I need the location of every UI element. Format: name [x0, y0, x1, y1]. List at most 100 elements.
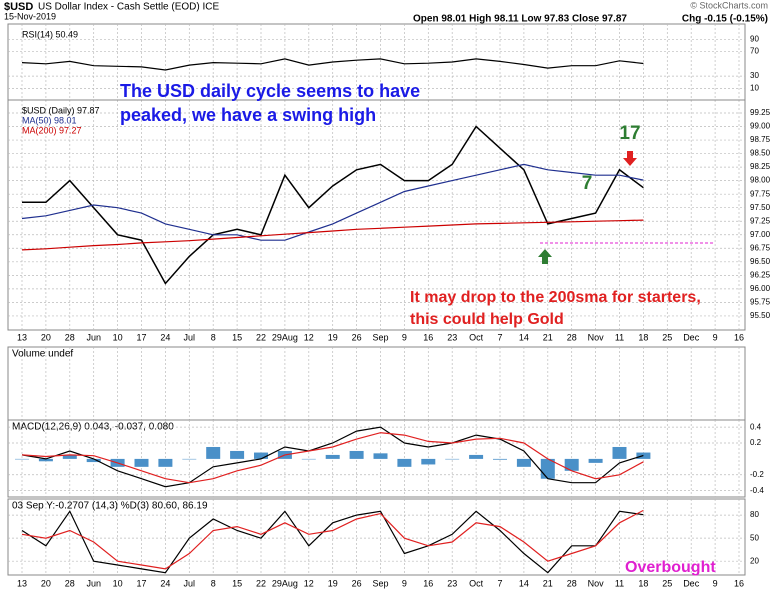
x-tick-label: 11: [615, 332, 624, 342]
x-tick-label: Jun: [86, 578, 101, 588]
x-tick-label: 20: [41, 578, 51, 588]
x-tick-label: 7: [497, 578, 502, 588]
change: Chg -0.15 (-0.15%): [682, 14, 768, 25]
x-tick-label: 9: [402, 332, 407, 342]
histogram-bar: [421, 458, 436, 465]
x-tick-label: Sep: [372, 332, 388, 342]
histogram-bar: [588, 458, 603, 463]
histogram-bar: [158, 458, 173, 467]
y-tick-label: 0.4: [750, 422, 762, 431]
x-tick-label: 8: [211, 332, 216, 342]
x-tick-label: 18: [638, 578, 648, 588]
x-tick-label: 12: [304, 578, 314, 588]
x-tick-label: 19: [328, 332, 338, 342]
annotation: this could help Gold: [410, 311, 564, 328]
histogram-bar: [38, 458, 53, 462]
histogram-bar: [397, 458, 412, 467]
y-tick-label: 96.25: [750, 270, 770, 279]
x-tick-label: Jul: [184, 332, 196, 342]
y-tick-label: 0.2: [750, 438, 762, 447]
series-line: [21, 432, 644, 484]
x-tick-label: Oct: [469, 578, 484, 588]
annotation: peaked, we have a swing high: [120, 105, 376, 125]
x-tick-label: 9: [713, 332, 718, 342]
y-tick-label: 98.75: [750, 135, 770, 144]
x-tick-label: 28: [567, 578, 577, 588]
y-tick-label: 98.25: [750, 162, 770, 171]
x-tick-label: 9: [402, 578, 407, 588]
y-tick-label: 96.75: [750, 243, 770, 252]
legend-entry: $USD (Daily) 97.87: [22, 105, 100, 115]
series-line: [21, 509, 644, 570]
y-tick-label: 95.50: [750, 311, 770, 320]
histogram-bar: [516, 458, 531, 467]
x-tick-label: Jun: [86, 332, 101, 342]
annotation: It may drop to the 200sma for starters,: [410, 289, 701, 306]
x-tick-label: 12: [304, 332, 314, 342]
x-tick-label: 14: [519, 332, 529, 342]
x-tick-label: 16: [734, 578, 744, 588]
x-tick-label: 19: [328, 578, 338, 588]
histogram-bar: [254, 452, 268, 459]
x-tick-label: Nov: [588, 578, 605, 588]
y-tick-label: 97.75: [750, 189, 770, 198]
instrument-name: US Dollar Index - Cash Settle (EOD) ICE: [38, 2, 219, 13]
x-tick-label: 28: [65, 578, 75, 588]
panel-title: Volume undef: [12, 349, 73, 360]
x-tick-label: 17: [136, 332, 146, 342]
x-tick-label: 15: [232, 332, 242, 342]
x-tick-label: 28: [567, 332, 577, 342]
x-tick-label: 22: [256, 332, 266, 342]
histogram-bar: [182, 458, 197, 460]
x-tick-label: 13: [17, 332, 27, 342]
histogram-bar: [612, 446, 627, 459]
x-tick-label: 13: [17, 578, 27, 588]
legend-entry: RSI(14) 50.49: [22, 29, 78, 39]
annotation: The USD daily cycle seems to have: [120, 81, 420, 101]
y-tick-label: 10: [750, 83, 759, 92]
histogram-bar: [373, 453, 388, 459]
x-tick-label: 10: [113, 332, 123, 342]
x-tick-label: 26: [352, 332, 362, 342]
series-line: [21, 219, 644, 251]
x-tick-label: 24: [160, 332, 170, 342]
series-line: [21, 58, 644, 71]
x-tick-label: 11: [615, 578, 624, 588]
y-tick-label: 97.00: [750, 230, 770, 239]
series-line: [21, 510, 644, 574]
x-tick-label: 29Aug: [272, 578, 298, 588]
x-tick-label: 16: [734, 332, 744, 342]
x-tick-label: 10: [113, 578, 123, 588]
x-tick-label: 7: [497, 332, 502, 342]
x-tick-label: 14: [519, 578, 529, 588]
y-tick-label: 95.75: [750, 298, 770, 307]
y-tick-label: 96.00: [750, 284, 770, 293]
x-tick-label: 16: [423, 332, 433, 342]
x-tick-label: 26: [352, 578, 362, 588]
x-tick-label: Sep: [372, 578, 388, 588]
legend-entry: MA(200) 97.27: [22, 125, 82, 135]
histogram-bar: [15, 458, 29, 460]
x-tick-label: 16: [423, 578, 433, 588]
x-tick-label: 25: [662, 332, 672, 342]
x-tick-label: 23: [447, 578, 457, 588]
histogram-bar: [493, 458, 507, 460]
y-tick-label: 98.00: [750, 176, 770, 185]
series-line: [22, 125, 644, 285]
series-line: [21, 163, 644, 241]
histogram-bar: [301, 458, 316, 460]
y-tick-label: 97.25: [750, 216, 770, 225]
x-tick-label: 28: [65, 332, 75, 342]
panel-frame: [7, 99, 746, 331]
up-arrow: [538, 249, 552, 264]
y-tick-label: 50: [750, 533, 759, 542]
y-tick-label: 70: [750, 47, 759, 56]
legend-entry: MA(50) 98.01: [22, 115, 77, 125]
y-tick-label: 99.00: [750, 122, 770, 131]
x-tick-label: 8: [211, 578, 216, 588]
y-tick-label: -0.2: [750, 470, 764, 479]
panels: 95.50 95.75 96.00 96.25 96.50 96.75 97.00 97.25…: [7, 23, 770, 588]
annotation: 7: [582, 173, 593, 194]
y-tick-label: 30: [750, 71, 759, 80]
